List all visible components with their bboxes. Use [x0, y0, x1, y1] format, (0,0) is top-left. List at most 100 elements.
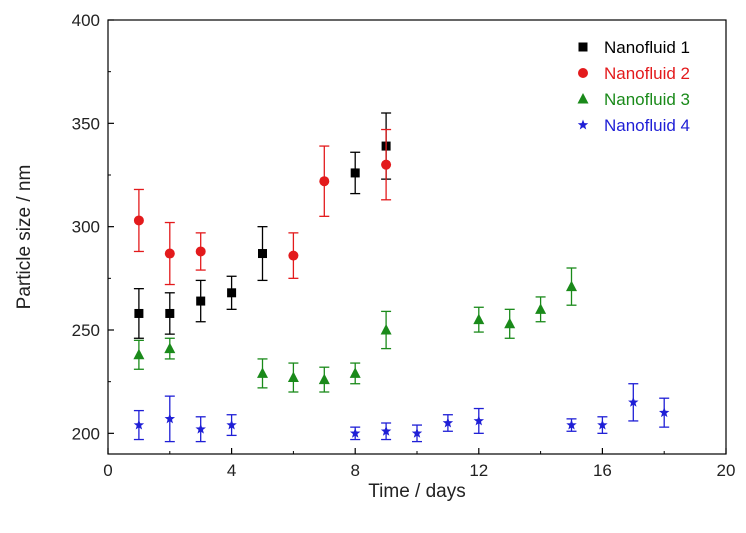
y-tick-label: 250	[72, 321, 100, 340]
circle-marker	[164, 248, 175, 259]
triangle-marker	[164, 342, 176, 354]
triangle-marker	[504, 317, 516, 329]
star-marker	[577, 119, 589, 130]
triangle-marker	[473, 313, 485, 325]
legend-label: Nanofluid 1	[604, 38, 690, 57]
square-marker	[165, 308, 175, 318]
star-marker	[349, 427, 361, 438]
data-point	[226, 275, 237, 310]
data-point	[164, 292, 175, 335]
data-point	[473, 306, 485, 333]
data-point	[195, 416, 206, 443]
x-axis-title: Time / days	[368, 481, 466, 502]
y-tick-label: 350	[72, 114, 100, 133]
data-point	[381, 128, 392, 201]
star-marker	[226, 419, 237, 430]
star-marker	[566, 419, 577, 430]
data-point	[504, 308, 516, 339]
y-tick-label: 300	[72, 218, 100, 237]
y-tick-label: 400	[72, 11, 100, 30]
x-tick-label: 8	[350, 461, 359, 480]
data-point	[411, 424, 423, 443]
data-point	[380, 422, 392, 441]
x-tick-label: 12	[469, 461, 488, 480]
triangle-marker	[257, 367, 268, 378]
circle-marker	[319, 176, 330, 187]
circle-marker	[578, 68, 588, 78]
triangle-marker	[566, 280, 577, 292]
x-tick-label: 16	[593, 461, 612, 480]
series-1	[133, 112, 392, 339]
data-point	[350, 151, 361, 195]
data-point	[164, 395, 176, 443]
triangle-marker	[577, 93, 589, 104]
triangle-marker	[287, 371, 299, 383]
star-marker	[628, 396, 639, 407]
x-tick-label: 4	[227, 461, 236, 480]
data-point	[473, 407, 485, 434]
y-tick-label: 200	[72, 424, 100, 443]
legend-label: Nanofluid 4	[604, 116, 690, 135]
data-point	[133, 409, 145, 441]
x-tick-label: 0	[103, 461, 112, 480]
legend-item: Nanofluid 1	[578, 38, 690, 57]
data-point	[164, 221, 175, 286]
legend-item: Nanofluid 3	[577, 90, 690, 109]
square-marker	[227, 288, 237, 298]
data-point	[566, 267, 577, 306]
square-marker	[134, 308, 144, 318]
data-point	[195, 279, 206, 323]
data-point	[287, 362, 299, 393]
star-marker	[380, 425, 392, 436]
data-point	[658, 397, 670, 428]
data-point	[195, 232, 206, 271]
data-point	[133, 188, 144, 253]
legend-label: Nanofluid 2	[604, 64, 690, 83]
triangle-marker	[349, 367, 361, 378]
data-point	[318, 366, 330, 393]
data-point	[133, 288, 144, 339]
star-marker	[597, 419, 608, 430]
triangle-marker	[380, 324, 392, 335]
circle-marker	[381, 159, 392, 170]
series-2	[133, 128, 392, 286]
x-tick-label: 20	[717, 461, 736, 480]
star-marker	[411, 427, 423, 438]
legend-label: Nanofluid 3	[604, 90, 690, 109]
y-axis-title: Particle size / nm	[14, 165, 35, 310]
triangle-marker	[133, 348, 145, 360]
triangle-marker	[318, 373, 330, 385]
legend-item: Nanofluid 4	[577, 116, 690, 135]
series-3	[133, 267, 577, 393]
data-point	[380, 310, 392, 350]
circle-marker	[288, 250, 299, 261]
series-4	[133, 383, 670, 443]
star-marker	[133, 419, 145, 430]
data-point	[442, 414, 454, 432]
square-marker	[350, 168, 360, 178]
star-marker	[164, 413, 176, 424]
data-point	[349, 426, 361, 441]
data-point	[535, 296, 547, 323]
legend: Nanofluid 1 Nanofluid 2 Nanofluid 3 Nanoflu…	[577, 38, 690, 135]
star-marker	[473, 415, 485, 426]
circle-marker	[195, 246, 206, 257]
square-marker	[196, 296, 206, 306]
data-point	[566, 418, 577, 432]
data-point	[628, 383, 639, 422]
data-point	[164, 337, 176, 360]
star-marker	[658, 407, 670, 418]
data-point	[597, 416, 608, 434]
circle-marker	[133, 215, 144, 226]
star-marker	[442, 417, 454, 428]
data-point	[257, 358, 268, 389]
data-point	[257, 226, 268, 282]
data-point	[226, 414, 237, 437]
square-marker	[578, 42, 588, 52]
data-point	[349, 362, 361, 385]
data-point	[133, 339, 145, 370]
triangle-marker	[535, 303, 547, 314]
series-layer	[133, 112, 670, 443]
data-point	[319, 145, 330, 217]
